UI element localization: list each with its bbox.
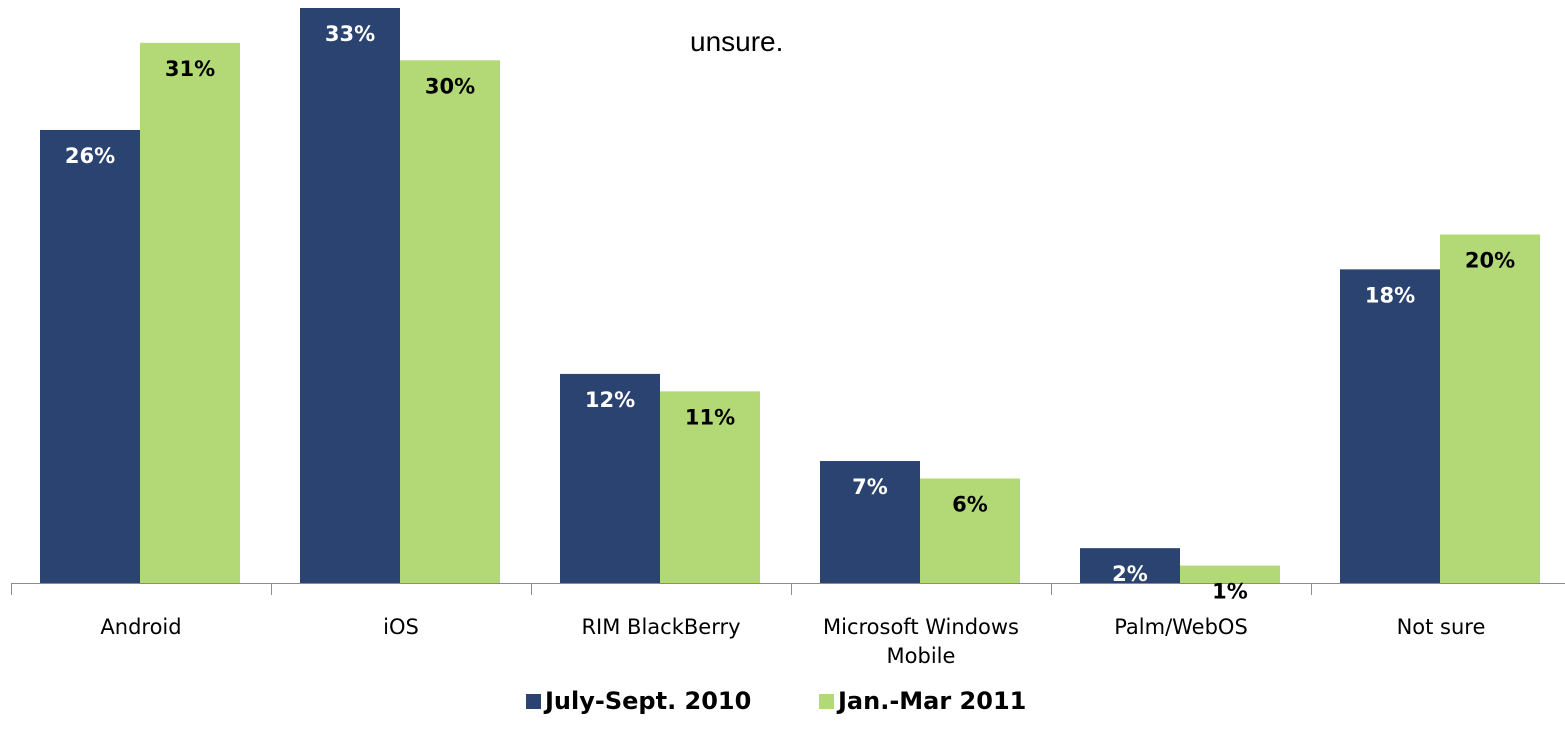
bar-series-2: [1180, 565, 1280, 583]
bar-value-label: 12%: [585, 388, 635, 412]
x-tick-label: Palm/WebOS: [1114, 615, 1248, 639]
legend-label-series-1: July-Sept. 2010: [545, 687, 752, 715]
bar-series-2: [660, 391, 760, 583]
legend-item-series-1: July-Sept. 2010: [526, 687, 751, 715]
x-tick-label: RIM BlackBerry: [581, 615, 740, 639]
legend-item-series-2: Jan.-Mar 2011: [819, 687, 1026, 715]
bar-value-label: 7%: [852, 475, 888, 499]
legend-swatch-series-1: [526, 693, 541, 709]
bar-value-label: 1%: [1212, 580, 1248, 604]
bar-series-1: [40, 129, 140, 583]
bar-series-2: [400, 60, 500, 584]
x-tick-label: Android: [100, 615, 181, 639]
bar-series-2: [140, 42, 240, 583]
legend-label-series-2: Jan.-Mar 2011: [838, 687, 1027, 715]
bar-value-label: 31%: [165, 57, 215, 81]
x-tick-label: Mobile: [887, 644, 956, 668]
bar-series-1: [1080, 548, 1180, 583]
title-fragment: unsure.: [690, 26, 784, 57]
bar-series-1: [300, 8, 400, 583]
x-tick-label: Not sure: [1397, 615, 1486, 639]
bar-series-1: [1340, 269, 1440, 583]
bar-value-label: 26%: [65, 144, 115, 168]
bar-series-1: [560, 373, 660, 583]
bar-series-2: [1440, 234, 1540, 584]
legend-swatch-series-2: [819, 693, 834, 709]
bar-series-2: [920, 478, 1020, 583]
x-tick-label: iOS: [383, 615, 419, 639]
bar-value-label: 11%: [685, 405, 735, 429]
legend: July-Sept. 2010 Jan.-Mar 2011: [0, 687, 1565, 727]
bar-value-label: 6%: [952, 492, 988, 516]
bar-value-label: 20%: [1465, 249, 1515, 273]
x-tick-label: Microsoft Windows: [823, 615, 1019, 639]
bar-value-label: 18%: [1365, 283, 1415, 307]
bar-value-label: 2%: [1112, 562, 1148, 586]
bar-value-label: 30%: [425, 74, 475, 98]
bar-value-label: 33%: [325, 22, 375, 46]
bar-series-1: [820, 461, 920, 583]
